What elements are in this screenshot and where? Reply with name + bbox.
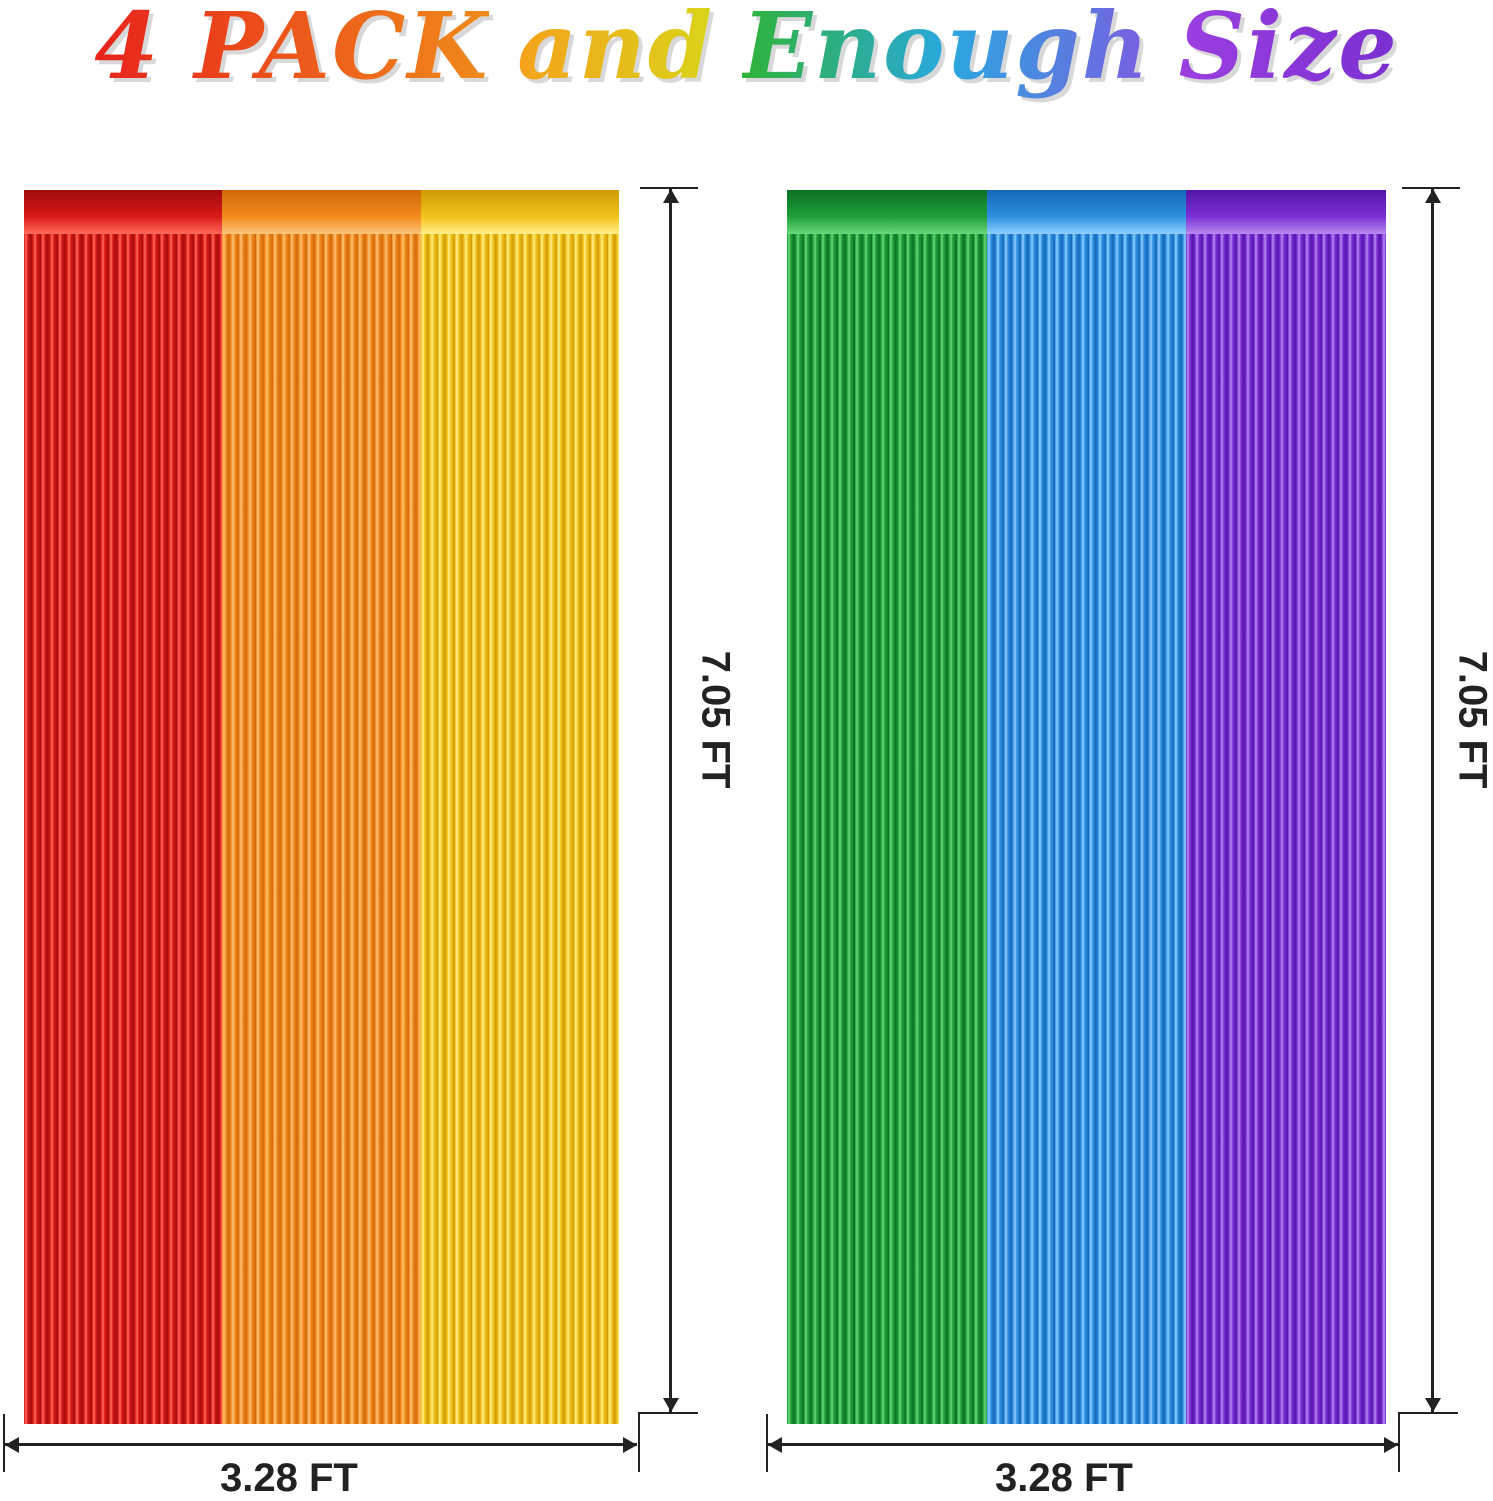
arrow-right-icon: [1384, 1437, 1398, 1453]
curtain-header-band: [421, 190, 619, 234]
width-dimension-line: [768, 1443, 1398, 1446]
arrow-down-icon: [1425, 1398, 1441, 1412]
width-dimension-line: [5, 1443, 637, 1446]
curtain-strip: [1186, 190, 1386, 1424]
curtain-strip: [222, 190, 420, 1424]
curtain-header-band: [222, 190, 420, 234]
curtain-fringe: [24, 234, 222, 1424]
height-dimension-line: [1431, 188, 1434, 1412]
curtain-strip: [787, 190, 987, 1424]
headline-word-3: Enough: [742, 0, 1150, 100]
curtain-fringe: [222, 234, 420, 1424]
headline-word-2: and: [517, 0, 714, 100]
arrow-up-icon: [663, 189, 679, 203]
height-dimension-line: [669, 188, 672, 1412]
arrow-left-icon: [5, 1437, 19, 1453]
dimension-tick: [640, 1412, 698, 1414]
curtain-header-band: [787, 190, 987, 234]
arrow-up-icon: [1425, 189, 1441, 203]
curtain-fringe: [1186, 234, 1386, 1424]
curtain-fringe: [421, 234, 619, 1424]
arrow-right-icon: [623, 1437, 637, 1453]
dimension-tick: [1398, 1412, 1400, 1472]
arrow-left-icon: [768, 1437, 782, 1453]
curtain-header-band: [1186, 190, 1386, 234]
curtain-fringe: [787, 234, 987, 1424]
curtain-cool: [787, 190, 1386, 1424]
height-label: 7.05 FT: [693, 645, 738, 795]
curtain-strip: [987, 190, 1187, 1424]
curtain-warm: [24, 190, 619, 1424]
curtain-strip: [24, 190, 222, 1424]
curtain-fringe: [987, 234, 1187, 1424]
curtain-strip: [421, 190, 619, 1424]
dimension-tick: [638, 1412, 640, 1472]
headline-word-1: 4 PACK: [94, 0, 489, 100]
arrow-down-icon: [663, 1398, 679, 1412]
curtain-header-band: [987, 190, 1187, 234]
dimension-tick: [1400, 1412, 1458, 1414]
headline-word-4: Size: [1179, 0, 1399, 100]
curtain-header-band: [24, 190, 222, 234]
width-label: 3.28 FT: [220, 1456, 358, 1501]
width-label: 3.28 FT: [995, 1456, 1133, 1501]
height-label: 7.05 FT: [1450, 645, 1493, 795]
headline: 4 PACK and Enough Size: [0, 0, 1493, 100]
